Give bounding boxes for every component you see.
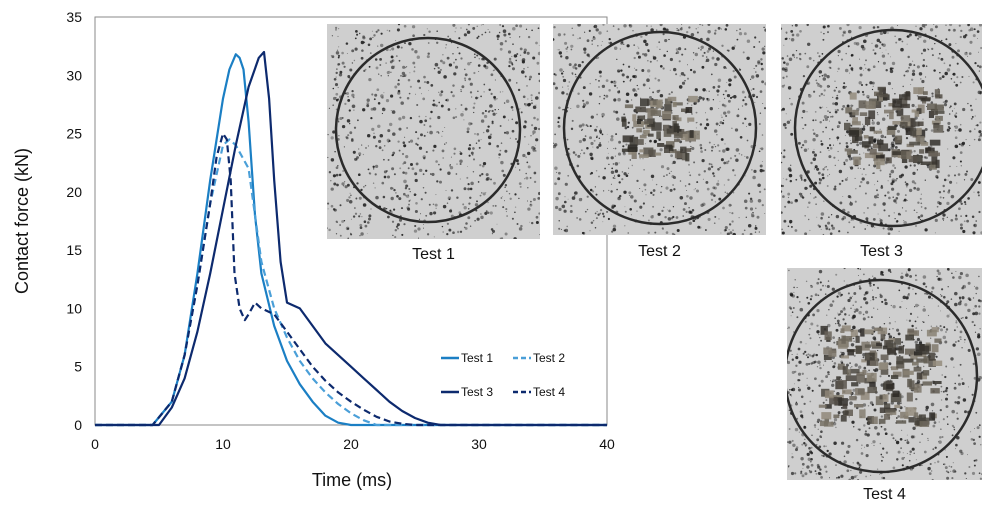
y-tick-label: 25 [66,126,82,142]
y-tick-label: 35 [66,9,82,25]
x-tick-label: 10 [215,436,231,452]
specimen-photo-1 [327,24,540,239]
specimen-photo-3 [781,24,982,235]
y-axis-title: Contact force (kN) [12,148,32,294]
x-tick-label: 20 [343,436,359,452]
specimen-photo-2 [553,24,766,235]
y-tick-label: 15 [66,242,82,258]
y-tick-label: 30 [66,67,82,83]
legend-label-2: Test 2 [533,351,565,365]
y-tick-label: 20 [66,184,82,200]
legend-label-3: Test 3 [461,385,493,399]
series-line-4 [95,132,607,427]
specimen-photo-4 [787,268,982,480]
photo-caption-2: Test 2 [638,243,681,260]
y-axis: 0 5 10 15 20 25 30 35 [66,9,82,433]
y-tick-label: 0 [74,417,82,433]
x-axis: 0 10 20 30 40 [91,436,615,452]
x-tick-label: 40 [599,436,615,452]
y-tick-label: 10 [66,300,82,316]
x-tick-label: 30 [471,436,487,452]
photo-caption-1: Test 1 [412,246,455,263]
legend-label-1: Test 1 [461,351,493,365]
legend-label-4: Test 4 [533,385,565,399]
photo-caption-3: Test 3 [860,243,903,260]
legend: Test 1 Test 2 Test 3 Test 4 [441,351,565,399]
y-tick-label: 5 [74,359,82,375]
x-tick-label: 0 [91,436,99,452]
photo-caption-4: Test 4 [863,486,906,503]
x-axis-title: Time (ms) [312,470,392,490]
series-line-2 [95,138,607,427]
series-lines [95,50,607,427]
series-line-3 [95,50,607,427]
